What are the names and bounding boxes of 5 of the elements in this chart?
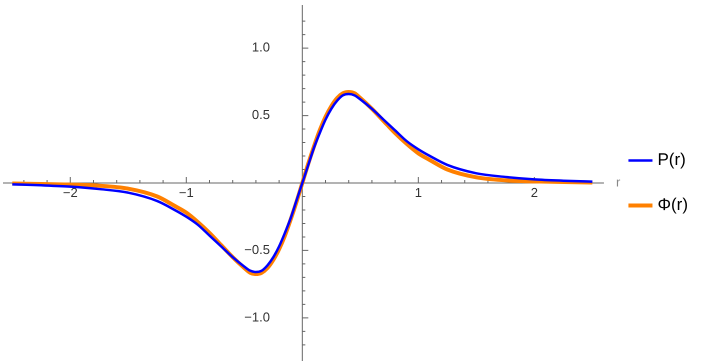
legend-label: P(r) bbox=[657, 150, 686, 170]
y-tick-label: 1.0 bbox=[252, 40, 270, 55]
x-axis-title: r bbox=[616, 174, 621, 190]
legend-label: Φ(r) bbox=[657, 195, 688, 214]
y-tick-label: −1.0 bbox=[244, 309, 270, 324]
